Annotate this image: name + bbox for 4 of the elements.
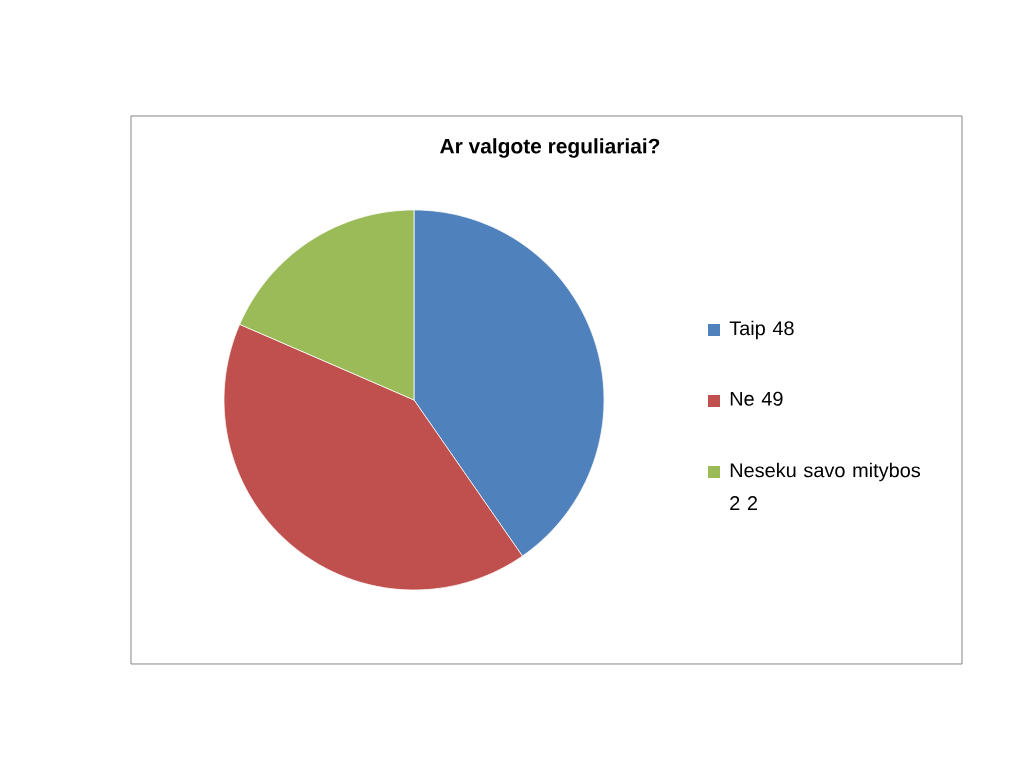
legend-label: Taip 48 (729, 320, 794, 340)
legend-label: Ne 49 (730, 391, 783, 406)
legend-label: Neseku savo mitybos 2 2 (730, 462, 921, 510)
chart-title: Ar valgote reguliariai? (440, 138, 660, 158)
